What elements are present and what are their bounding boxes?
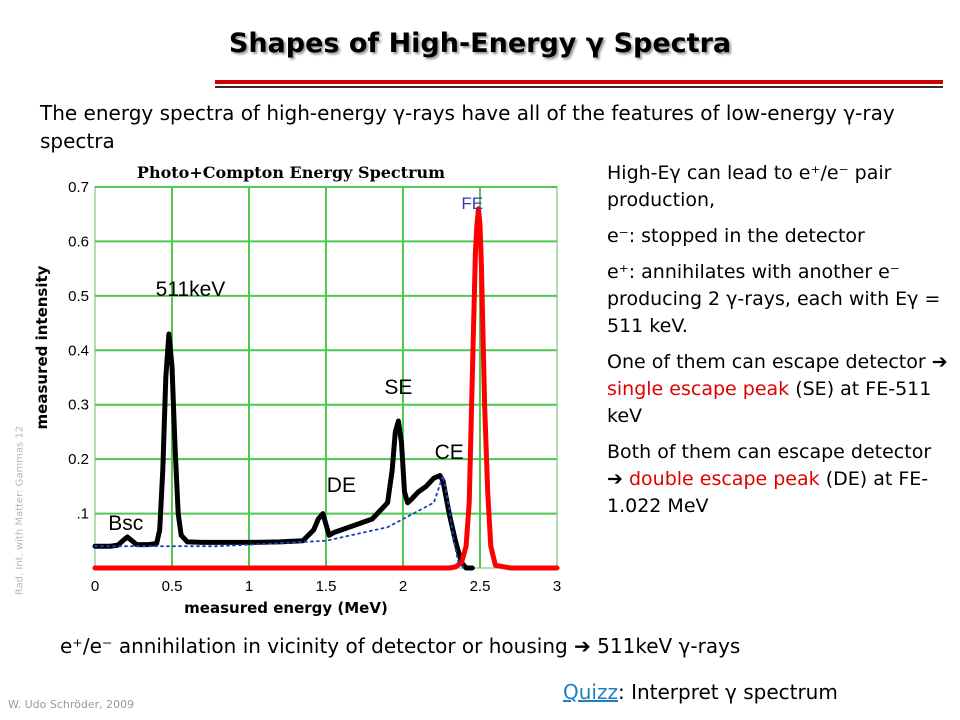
y-tick-label: 0.4: [68, 342, 89, 359]
bullet-electron-stopped: e⁻: stopped in the detector: [607, 225, 865, 247]
x-tick-label: 0: [91, 578, 99, 595]
y-tick-label: .1: [76, 506, 89, 523]
y-tick-label: 0.7: [68, 179, 89, 196]
y-axis-label: measured intensity: [33, 265, 51, 429]
bullet-single-escape-pre: One of them can escape detector: [607, 351, 932, 373]
y-tick-label: 0.2: [68, 451, 89, 468]
bullet-positron-annihilates: e⁺: annihilates with another e⁻ producin…: [607, 261, 941, 337]
x-tick-label: 1: [245, 578, 253, 595]
single-escape-peak-word: peak: [742, 378, 790, 400]
quiz-text: : Interpret γ spectrum: [617, 680, 838, 704]
bullet-double-escape-pre: Both of them can escape detector: [607, 441, 932, 463]
y-tick-label: 0.3: [68, 397, 89, 414]
annihilation-note: e⁺/e⁻ annihilation in vicinity of detect…: [60, 634, 741, 658]
bullet-pair-production: High-Eγ can lead to e⁺/e⁻ pair productio…: [607, 162, 892, 211]
side-footer-label: Rad. Int. with Matter: Gammas 12: [14, 425, 26, 596]
peak-annotation-fe: FE: [461, 194, 483, 213]
slide-title: Shapes of High-Energy γ Spectra: [228, 28, 732, 59]
title-rule-red: [215, 80, 943, 84]
chart-title: Photo+Compton Energy Spectrum: [137, 163, 445, 182]
quiz-link[interactable]: Quizz: [563, 680, 618, 704]
bullet-double-escape: Both of them can escape detector ➔ doubl…: [607, 439, 952, 520]
single-escape-term: single escape: [607, 378, 737, 400]
author-credit: W. Udo Schröder, 2009: [8, 698, 135, 711]
bullet-double-escape-post: (DE) at FE-1.022 MeV: [607, 468, 929, 517]
x-tick-label: 0.5: [162, 578, 183, 595]
peak-annotation-ce: CE: [435, 441, 464, 464]
x-tick-label: 2.5: [470, 578, 491, 595]
compton-baseline-curve: [94, 474, 466, 569]
y-tick-label: 0.6: [68, 233, 89, 250]
x-tick-label: 3: [553, 578, 561, 595]
x-tick-label: 1.5: [316, 578, 337, 595]
bullet-single-escape-post: (SE) at FE-511 keV: [607, 378, 932, 427]
intro-text: The energy spectra of high-energy γ-rays…: [40, 101, 895, 153]
y-tick-label: 0.5: [68, 288, 89, 305]
quiz-line: Quizz: Interpret γ spectrum: [563, 680, 838, 704]
spectrum-chart: 0 0.5 1 1.5 2 2.5 3 .1 0.2 0.3 0.4 0.5 0.6 0.7 Photo+…: [0, 160, 580, 630]
double-escape-peak-word: peak: [773, 468, 820, 490]
bullet-list: High-Eγ can lead to e⁺/e⁻ pair productio…: [607, 160, 952, 529]
x-axis-label: measured energy (MeV): [184, 599, 388, 617]
title-rule-dark: [215, 86, 943, 88]
black-spectrum-curve: [92, 331, 475, 571]
peak-annotation-de: DE: [327, 474, 356, 497]
peak-annotation-se: SE: [384, 376, 412, 399]
spectrum-chart-svg: 0 0.5 1 1.5 2 2.5 3 .1 0.2 0.3 0.4 0.5 0.6 0.7 Photo+…: [33, 163, 561, 617]
bullet-single-escape: One of them can escape detector ➔ single…: [607, 349, 952, 430]
x-tick-label: 2: [399, 578, 407, 595]
double-escape-term: double escape: [628, 468, 768, 490]
arrow-icon: ➔: [607, 468, 623, 490]
peak-annotation-bsc: Bsc: [108, 512, 143, 535]
red-fe-peak-curve: [92, 206, 560, 571]
arrow-icon: ➔: [931, 351, 948, 373]
peak-annotation-511kev: 511keV: [156, 278, 226, 301]
